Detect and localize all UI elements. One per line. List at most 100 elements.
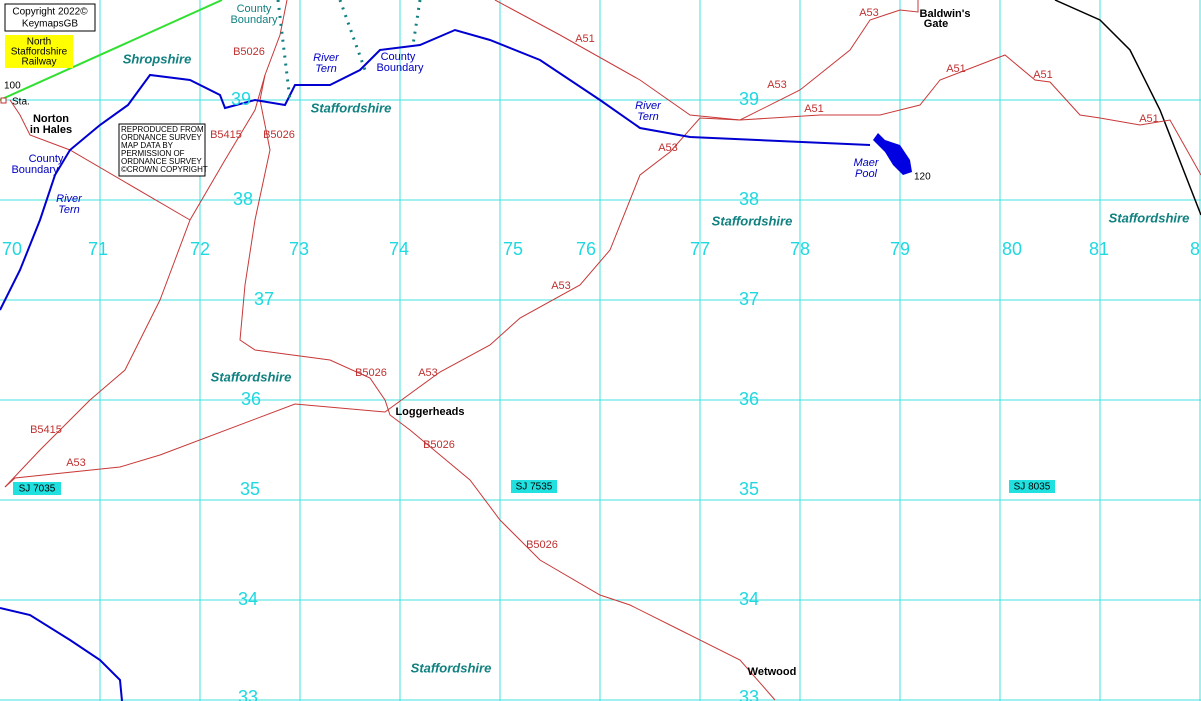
railway-label: Staffordshire	[11, 47, 68, 58]
water-labels: River Tern River Tern River Tern Maer Po…	[4, 3, 931, 216]
counties: Shropshire Staffordshire Staffordshire S…	[123, 51, 1190, 675]
northing: 36	[739, 389, 759, 409]
spot-height: 120	[914, 172, 931, 183]
places: Baldwin's Gate Norton in Hales Loggerhea…	[12, 8, 970, 678]
railway-label: North	[27, 37, 51, 48]
place: Wetwood	[748, 666, 797, 678]
spot-height: 100	[4, 81, 21, 92]
easting: 73	[289, 239, 309, 259]
pool-label: Maer	[853, 157, 879, 169]
road-label: A53	[859, 7, 879, 19]
station: Sta.	[12, 97, 30, 108]
copyright: KeymapsGB	[22, 19, 78, 30]
os-notice: PERMISSION OF	[121, 149, 185, 158]
northings: 39 38 37 36 35 34 33 39 38 37 36 35 34 3…	[231, 89, 759, 701]
os-notice: MAP DATA BY	[121, 141, 174, 150]
place: Gate	[924, 18, 948, 30]
easting: 70	[2, 239, 22, 259]
pool-label: Pool	[855, 168, 878, 180]
road-label: B5026	[263, 129, 295, 141]
grid-ref: SJ 8035	[1014, 482, 1051, 493]
easting: 76	[576, 239, 596, 259]
county: Staffordshire	[411, 660, 492, 675]
northing: 37	[739, 289, 759, 309]
river-label: Tern	[58, 204, 80, 216]
county: Staffordshire	[1109, 210, 1190, 225]
road-label: A53	[66, 457, 86, 469]
river-label: River	[56, 193, 83, 205]
county-boundary-label: Boundary	[11, 164, 59, 176]
river-label: Tern	[315, 63, 337, 75]
northing: 35	[240, 479, 260, 499]
northing: 34	[739, 589, 759, 609]
county-boundary-label: Boundary	[376, 62, 424, 74]
river-label: River	[635, 100, 662, 112]
road-label: A53	[658, 142, 678, 154]
road-label: B5026	[355, 367, 387, 379]
road-labels: A53 A51 A53 A51 A51 A51 A51 A53 B5026 B5…	[30, 7, 1159, 551]
os-notice: ORDNANCE SURVEY	[121, 133, 202, 142]
grid-refs: SJ 7035 SJ 7535 SJ 8035	[13, 480, 1055, 495]
northing: 35	[739, 479, 759, 499]
easting: 79	[890, 239, 910, 259]
road-label: B5026	[526, 539, 558, 551]
copyright: Copyright 2022©	[12, 7, 88, 18]
eastings: 70 71 72 73 74 75 76 77 78 79 80 81 8	[2, 239, 1200, 259]
county-boundary-label: County	[237, 3, 272, 15]
county: Staffordshire	[211, 369, 292, 384]
easting: 8	[1190, 239, 1200, 259]
northing: 38	[233, 189, 253, 209]
place: Loggerheads	[395, 406, 464, 418]
os-notice: ©CROWN COPYRIGHT	[121, 165, 208, 174]
county-boundary-label: County	[381, 51, 416, 63]
northing: 33	[238, 687, 258, 701]
road-label: A53	[418, 367, 438, 379]
easting: 75	[503, 239, 523, 259]
easting: 71	[88, 239, 108, 259]
easting: 81	[1089, 239, 1109, 259]
river-label: River	[313, 52, 340, 64]
northing: 33	[739, 687, 759, 701]
railway-label: Railway	[21, 57, 56, 68]
northing: 39	[231, 89, 251, 109]
county-boundary-label: Boundary	[230, 14, 278, 26]
road-label: A51	[804, 103, 824, 115]
river-label: Tern	[637, 111, 659, 123]
county: Staffordshire	[712, 213, 793, 228]
copyright-box	[4, 3, 96, 32]
grid-ref: SJ 7535	[516, 482, 553, 493]
northing: 39	[739, 89, 759, 109]
county: Shropshire	[123, 51, 192, 66]
os-notice-box	[118, 123, 206, 177]
os-notice: REPRODUCED FROM	[121, 125, 204, 134]
os-notice: ORDNANCE SURVEY	[121, 157, 202, 166]
county: Staffordshire	[311, 100, 392, 115]
northing: 37	[254, 289, 274, 309]
easting: 77	[690, 239, 710, 259]
place: in Hales	[30, 124, 72, 136]
northing: 34	[238, 589, 258, 609]
road-label: B5026	[423, 439, 455, 451]
road-label: A51	[1033, 69, 1053, 81]
county-boundary-label: County	[29, 153, 64, 165]
place: Baldwin's	[920, 8, 971, 20]
easting: 72	[190, 239, 210, 259]
northing: 36	[241, 389, 261, 409]
northing: 38	[739, 189, 759, 209]
easting: 80	[1002, 239, 1022, 259]
road-label: B5415	[30, 424, 62, 436]
easting: 74	[389, 239, 409, 259]
easting: 78	[790, 239, 810, 259]
road-label: A51	[1139, 113, 1159, 125]
railway-box	[5, 35, 73, 68]
grid-ref: SJ 7035	[19, 484, 56, 495]
road-label: A53	[551, 280, 571, 292]
road-label: A53	[767, 79, 787, 91]
road-label: A51	[946, 63, 966, 75]
road-label: B5415	[210, 129, 242, 141]
road-label: B5026	[233, 46, 265, 58]
road-label: A51	[575, 33, 595, 45]
